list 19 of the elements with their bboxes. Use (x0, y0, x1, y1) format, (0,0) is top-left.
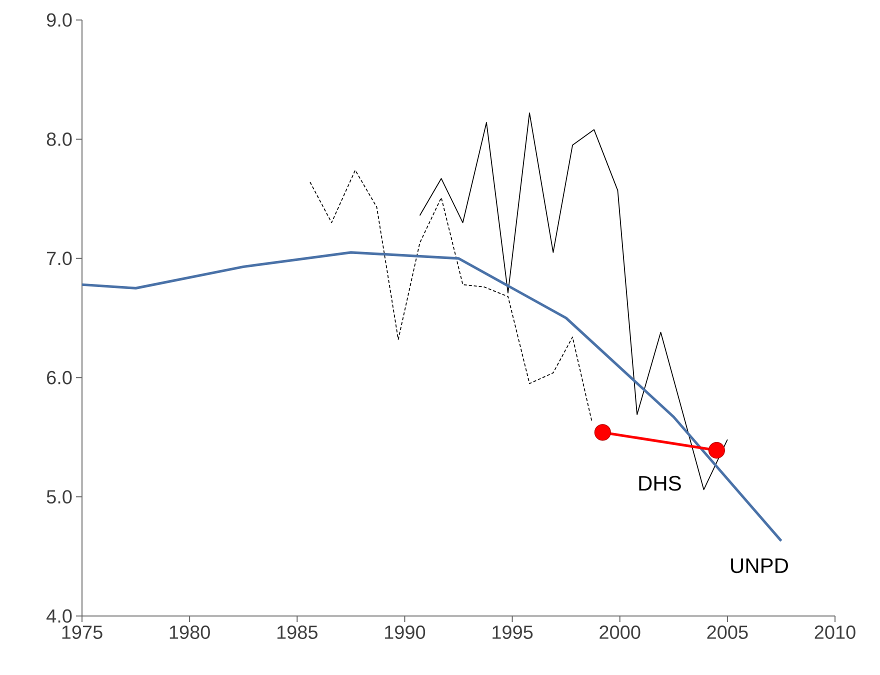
line-series (80, 251, 783, 542)
x-tick-label: 1995 (492, 626, 533, 639)
x-tick-label: 2000 (600, 626, 640, 639)
series-label: UNPD (731, 558, 788, 574)
y-tick-label: 8.0 (46, 132, 72, 146)
y-tick-label: 9.0 (46, 13, 72, 27)
line-series (310, 170, 592, 422)
x-tick-label: 1985 (277, 626, 318, 639)
x-tick-label: 2010 (814, 626, 856, 639)
x-tick-label: 1980 (170, 626, 210, 639)
x-tick-label: 1975 (62, 626, 102, 639)
y-tick-label: 4.0 (46, 609, 72, 623)
series-label: DHS (639, 476, 681, 491)
y-tick-label: 5.0 (46, 490, 72, 504)
y-tick-label: 6.0 (47, 370, 72, 384)
x-tick-label: 2005 (707, 626, 748, 639)
y-tick-label: 7.0 (47, 252, 72, 266)
line-series (419, 112, 728, 490)
x-tick-label: 1990 (385, 626, 426, 639)
